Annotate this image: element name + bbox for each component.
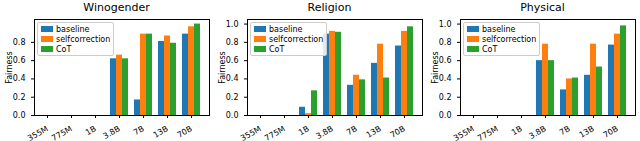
svg-text:1.0: 1.0 bbox=[226, 20, 239, 29]
svg-text:0.2: 0.2 bbox=[439, 93, 452, 102]
html-text:CoT: CoT bbox=[56, 44, 72, 54]
html-text:selfcorrection: selfcorrection bbox=[56, 34, 111, 44]
svg-text:7B: 7B bbox=[132, 124, 146, 137]
svg-text:13B: 13B bbox=[578, 124, 596, 140]
svg-text:Fairness: Fairness bbox=[431, 51, 440, 83]
svg-text:0.4: 0.4 bbox=[226, 74, 239, 83]
svg-text:355M: 355M bbox=[452, 124, 476, 141]
svg-text:355M: 355M bbox=[239, 124, 263, 141]
html-text:Religion: Religion bbox=[307, 1, 352, 14]
html-text:Winogender: Winogender bbox=[83, 1, 150, 14]
html-text:selfcorrection: selfcorrection bbox=[269, 34, 324, 44]
svg-text:Fairness: Fairness bbox=[218, 51, 227, 83]
html-text:Physical: Physical bbox=[520, 1, 565, 14]
html-text:baseline: baseline bbox=[269, 24, 303, 34]
svg-text:0.4: 0.4 bbox=[439, 74, 452, 83]
svg-text:Fairness: Fairness bbox=[5, 51, 14, 83]
svg-text:3.8B: 3.8B bbox=[315, 124, 335, 141]
html-text:CoT: CoT bbox=[269, 44, 285, 54]
svg-text:0.6: 0.6 bbox=[13, 56, 26, 65]
svg-text:0.0: 0.0 bbox=[13, 111, 26, 120]
html-text:baseline: baseline bbox=[56, 24, 90, 34]
svg-text:0.2: 0.2 bbox=[226, 93, 239, 102]
svg-text:775M: 775M bbox=[263, 124, 287, 141]
html-text:baseline: baseline bbox=[482, 24, 516, 34]
svg-text:13B: 13B bbox=[365, 124, 383, 140]
svg-text:0.0: 0.0 bbox=[226, 111, 239, 120]
html-text:selfcorrection: selfcorrection bbox=[482, 34, 537, 44]
svg-text:0.8: 0.8 bbox=[13, 38, 26, 47]
svg-text:0.0: 0.0 bbox=[439, 111, 452, 120]
svg-text:70B: 70B bbox=[602, 124, 620, 140]
svg-text:13B: 13B bbox=[152, 124, 170, 140]
svg-text:7B: 7B bbox=[558, 124, 572, 137]
svg-text:355M: 355M bbox=[26, 124, 50, 141]
svg-text:0.6: 0.6 bbox=[226, 56, 239, 65]
svg-text:1B: 1B bbox=[510, 124, 524, 137]
svg-text:775M: 775M bbox=[476, 124, 500, 141]
svg-text:775M: 775M bbox=[50, 124, 74, 141]
svg-text:7B: 7B bbox=[345, 124, 359, 137]
svg-text:70B: 70B bbox=[389, 124, 407, 140]
svg-text:1.0: 1.0 bbox=[439, 20, 452, 29]
svg-text:0.4: 0.4 bbox=[13, 74, 26, 83]
svg-text:0.8: 0.8 bbox=[439, 38, 452, 47]
html-text:CoT: CoT bbox=[482, 44, 498, 54]
svg-text:0.6: 0.6 bbox=[439, 56, 452, 65]
svg-text:1B: 1B bbox=[297, 124, 311, 137]
svg-text:3.8B: 3.8B bbox=[528, 124, 548, 141]
svg-text:1B: 1B bbox=[84, 124, 98, 137]
svg-text:0.2: 0.2 bbox=[13, 93, 26, 102]
svg-text:3.8B: 3.8B bbox=[102, 124, 122, 141]
svg-text:70B: 70B bbox=[176, 124, 194, 140]
svg-text:0.8: 0.8 bbox=[226, 38, 239, 47]
